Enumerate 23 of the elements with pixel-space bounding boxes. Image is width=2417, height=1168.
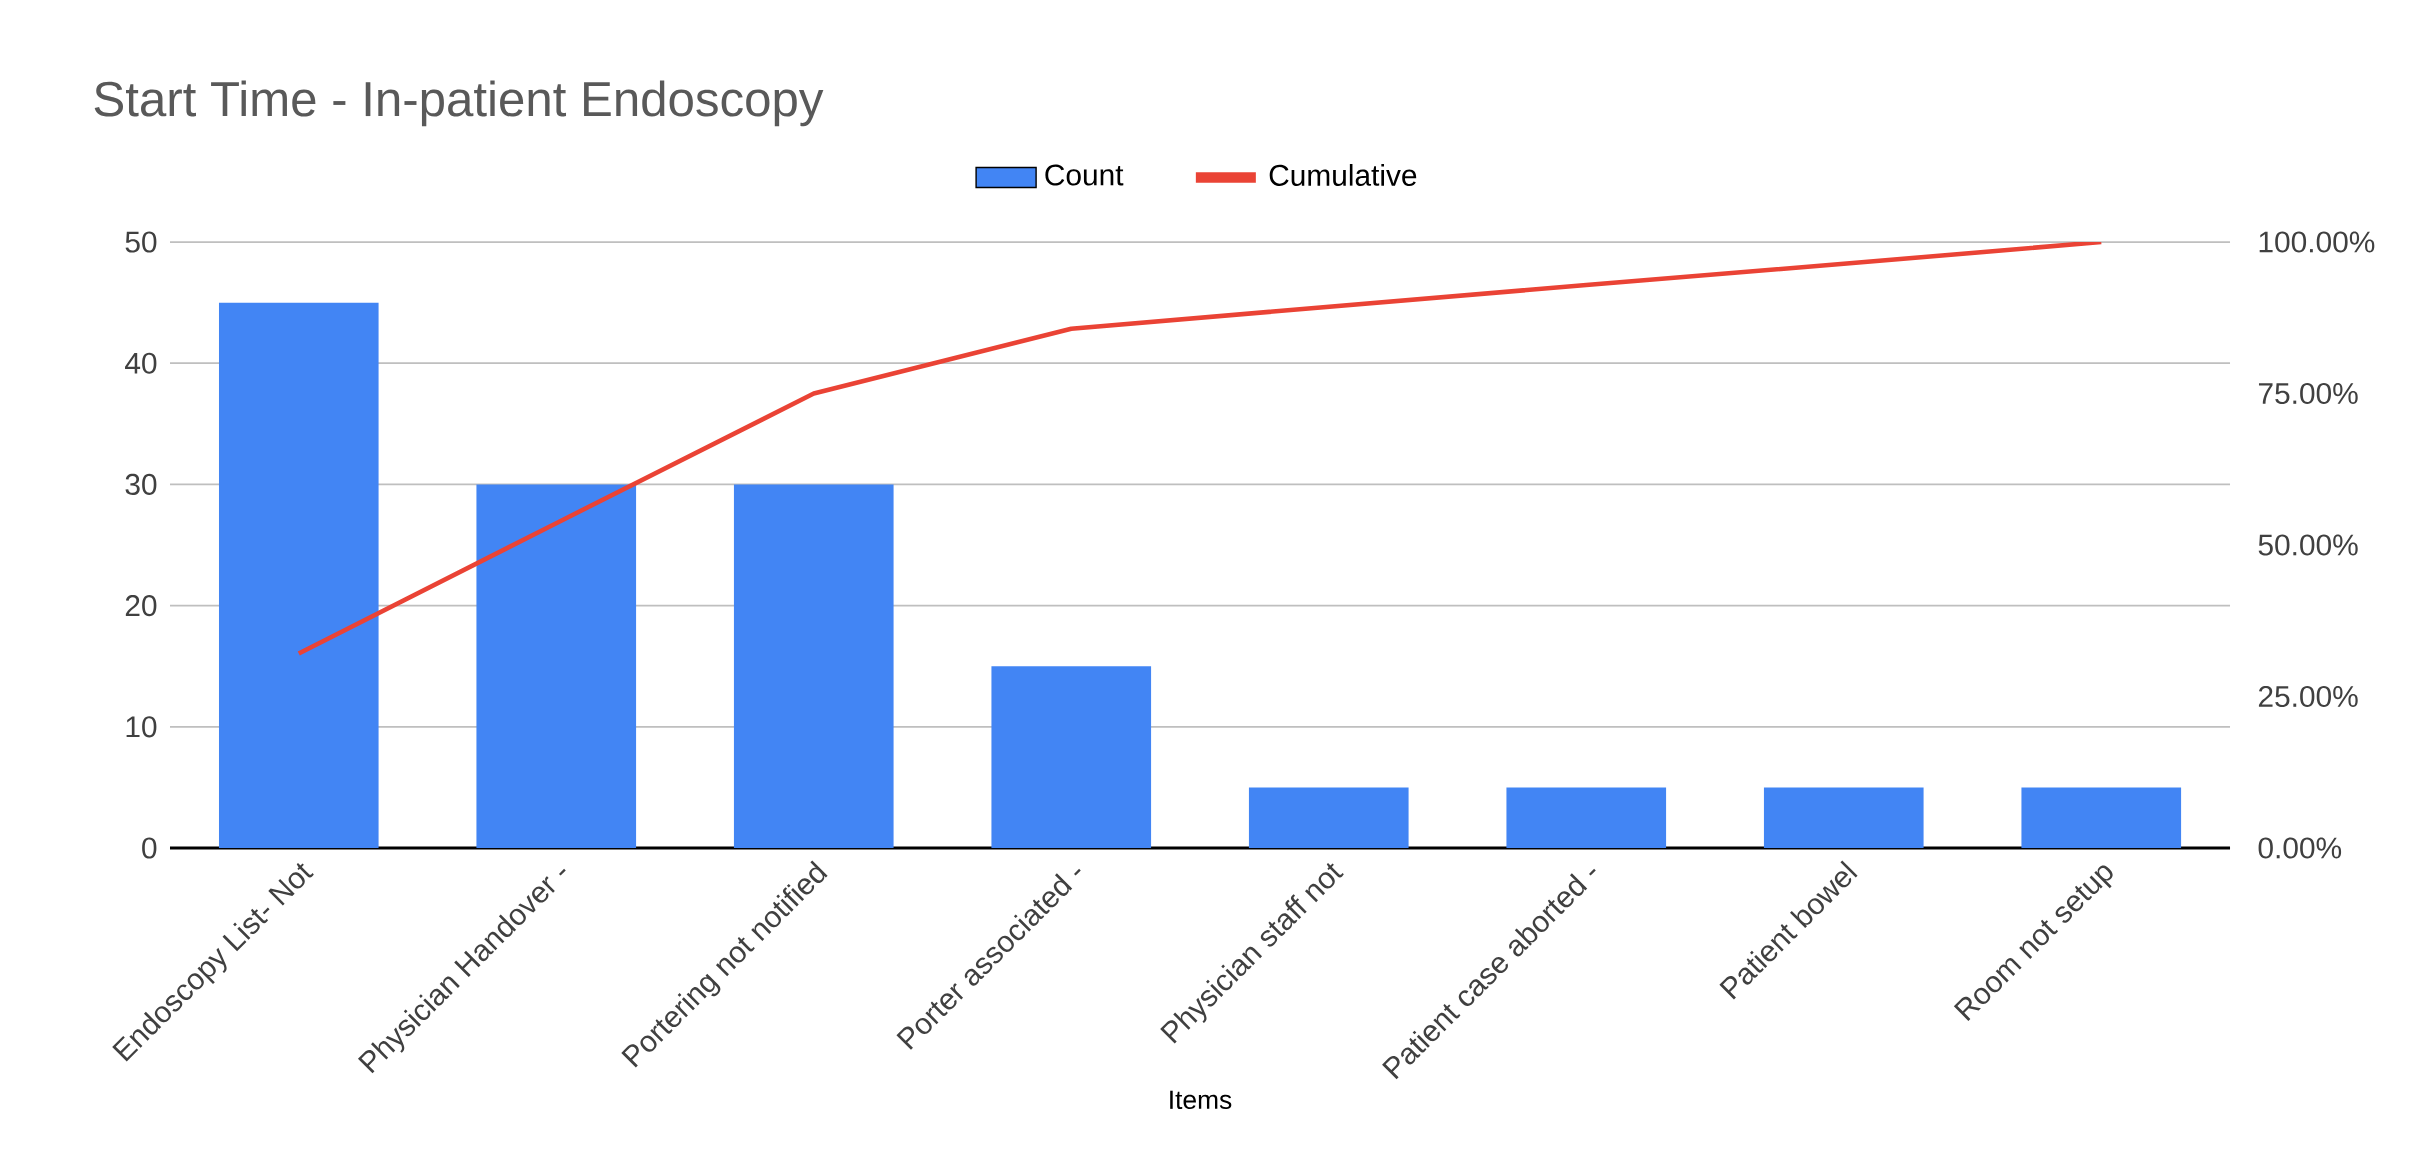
- bar: [1248, 787, 1409, 849]
- bar: [991, 666, 1152, 849]
- y2-tick-label: 100.00%: [2259, 231, 2375, 253]
- bar: [476, 484, 637, 849]
- y-tick-label: 0: [142, 837, 157, 859]
- bar: [2021, 787, 2182, 849]
- legend-label: Count: [1045, 164, 1124, 186]
- bar: [733, 484, 894, 849]
- y-tick-label: 50: [125, 231, 157, 253]
- bar: [1763, 787, 1924, 849]
- bar: [218, 302, 379, 849]
- y2-tick-label: 75.00%: [2258, 382, 2358, 405]
- y-tick-label: 30: [125, 473, 157, 495]
- chart-title: Start Time - In-patient Endoscopy: [94, 80, 824, 127]
- y-tick-label: 40: [125, 352, 157, 374]
- x-axis-title: Items: [1170, 1090, 1232, 1110]
- y-tick-label: 20: [125, 595, 157, 617]
- y2-tick-label: 0.00%: [2258, 837, 2342, 859]
- legend-label: Cumulative: [1269, 163, 1417, 186]
- bar: [1506, 787, 1667, 849]
- y-tick-label: 10: [126, 716, 157, 738]
- y2-tick-label: 25.00%: [2258, 685, 2358, 708]
- y2-tick-label: 50.00%: [2258, 534, 2358, 556]
